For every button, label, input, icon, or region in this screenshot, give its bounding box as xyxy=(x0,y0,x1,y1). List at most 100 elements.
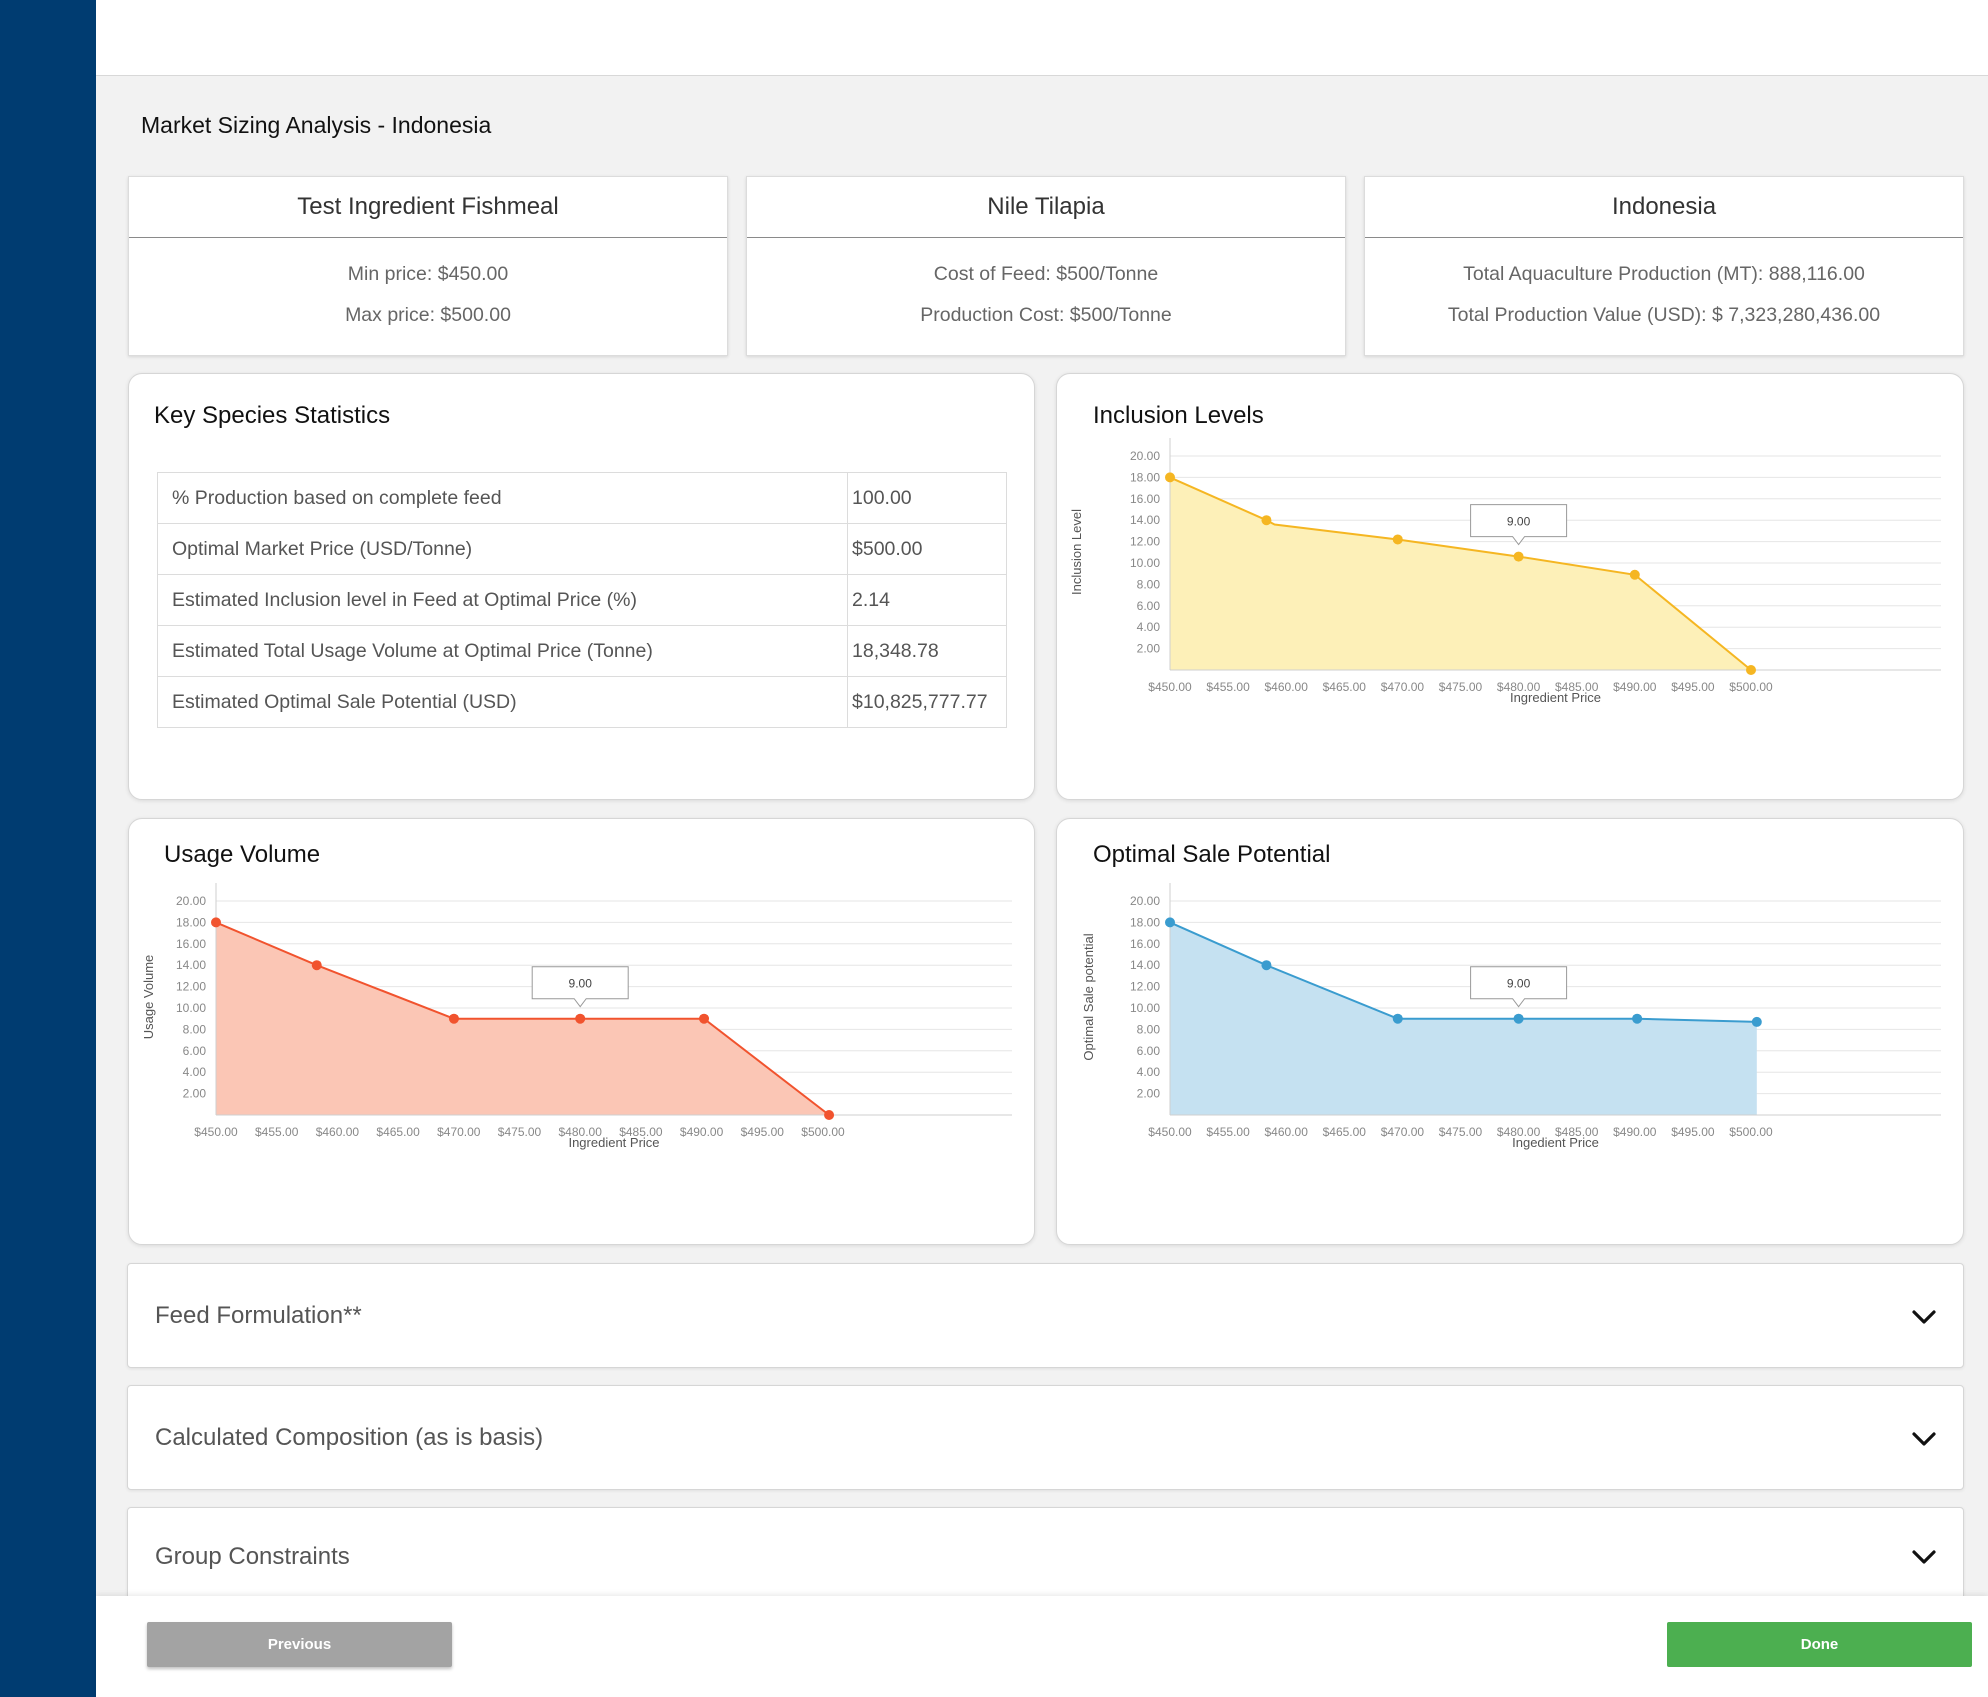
species-production-cost: Production Cost: $500/Tonne xyxy=(920,304,1172,326)
data-point[interactable] xyxy=(575,1013,586,1024)
x-tick-label: $490.00 xyxy=(1613,680,1657,694)
data-point[interactable] xyxy=(448,1013,459,1024)
x-tick-label: $485.00 xyxy=(1555,1125,1599,1139)
chevron-down-icon[interactable] xyxy=(1911,1548,1937,1566)
x-tick-label: $455.00 xyxy=(1206,680,1250,694)
x-tick-label: $490.00 xyxy=(680,1125,724,1139)
tooltip-box xyxy=(1470,966,1568,1008)
data-point[interactable] xyxy=(1392,534,1403,545)
chevron-down-icon[interactable] xyxy=(1911,1308,1937,1326)
x-tick-label: $455.00 xyxy=(1206,1125,1250,1139)
x-axis-title: Ingredient Price xyxy=(568,1135,659,1150)
ingredient-card: Test Ingredient Fishmeal Min price: $450… xyxy=(128,176,728,356)
y-tick-label: 16.00 xyxy=(1130,492,1160,506)
data-point[interactable] xyxy=(1261,515,1272,526)
x-tick-label: $485.00 xyxy=(1555,680,1599,694)
inclusion-levels-title: Inclusion Levels xyxy=(1093,402,1264,429)
data-point[interactable] xyxy=(1513,551,1524,562)
x-tick-label: $500.00 xyxy=(1729,1125,1773,1139)
y-tick-label: 18.00 xyxy=(1130,915,1160,929)
data-point[interactable] xyxy=(1751,1016,1762,1027)
ingredient-min-price: Min price: $450.00 xyxy=(347,263,509,285)
y-tick-label: 10.00 xyxy=(176,1001,206,1015)
y-tick-label: 14.00 xyxy=(1130,513,1160,527)
stat-value: 100.00 xyxy=(847,472,1007,524)
series-line xyxy=(215,921,830,1116)
stat-label: Estimated Total Usage Volume at Optimal … xyxy=(157,625,848,677)
data-point[interactable] xyxy=(824,1110,835,1120)
x-tick-label: $465.00 xyxy=(1323,1125,1367,1139)
calculated-composition-accordion[interactable]: Calculated Composition (as is basis) xyxy=(127,1385,1964,1490)
y-tick-label: 10.00 xyxy=(1130,1001,1160,1015)
x-tick-label: $460.00 xyxy=(1265,1125,1309,1139)
stat-value: 2.14 xyxy=(847,574,1007,626)
y-tick-label: 4.00 xyxy=(183,1065,207,1079)
x-tick-label: $480.00 xyxy=(1497,680,1541,694)
done-button[interactable]: Done xyxy=(1667,1622,1972,1667)
x-tick-label: $475.00 xyxy=(498,1125,542,1139)
tooltip-value: 9.00 xyxy=(1507,977,1531,991)
data-point[interactable] xyxy=(1632,1013,1643,1024)
species-card: Nile Tilapia Cost of Feed: $500/Tonne Pr… xyxy=(746,176,1346,356)
y-tick-label: 16.00 xyxy=(176,937,206,951)
x-tick-label: $450.00 xyxy=(1148,1125,1192,1139)
data-point[interactable] xyxy=(699,1013,710,1024)
ingredient-card-title: Test Ingredient Fishmeal xyxy=(129,177,727,238)
data-point[interactable] xyxy=(311,960,322,971)
x-tick-label: $465.00 xyxy=(376,1125,420,1139)
y-tick-label: 4.00 xyxy=(1137,620,1161,634)
stat-value: $10,825,777.77 xyxy=(847,676,1007,728)
x-tick-label: $455.00 xyxy=(255,1125,299,1139)
key-species-statistics-title: Key Species Statistics xyxy=(154,402,391,429)
y-tick-label: 20.00 xyxy=(1130,894,1160,908)
x-tick-label: $470.00 xyxy=(1381,680,1425,694)
species-cost-of-feed: Cost of Feed: $500/Tonne xyxy=(933,263,1159,285)
stat-label: % Production based on complete feed xyxy=(157,472,848,524)
x-tick-label: $495.00 xyxy=(741,1125,785,1139)
chevron-down-icon[interactable] xyxy=(1911,1430,1937,1448)
data-point[interactable] xyxy=(1513,1013,1524,1024)
x-tick-label: $465.00 xyxy=(1323,680,1367,694)
optimal-sale-potential-panel: Optimal Sale Potential 2.00 4.00 6.00 8.00 1… xyxy=(1056,818,1964,1245)
x-tick-label: $460.00 xyxy=(316,1125,360,1139)
stat-value: 18,348.78 xyxy=(847,625,1007,677)
y-axis-title: Optimal Sale potential xyxy=(1081,933,1096,1060)
y-tick-label: 10.00 xyxy=(1130,556,1160,570)
data-point[interactable] xyxy=(1392,1013,1403,1024)
country-card-title: Indonesia xyxy=(1365,177,1963,238)
stat-value: $500.00 xyxy=(847,523,1007,575)
x-axis-title: Ingredient Price xyxy=(1510,690,1601,705)
y-tick-label: 14.00 xyxy=(176,958,206,972)
x-tick-label: $480.00 xyxy=(1497,1125,1541,1139)
y-tick-label: 12.00 xyxy=(1130,535,1160,549)
y-axis-title: Usage Volume xyxy=(141,955,156,1040)
feed-formulation-accordion[interactable]: Feed Formulation** xyxy=(127,1263,1964,1368)
data-point[interactable] xyxy=(1165,917,1175,928)
footer-bar: Previous Done xyxy=(96,1596,1988,1697)
data-point[interactable] xyxy=(1261,960,1272,971)
previous-button[interactable]: Previous xyxy=(147,1622,452,1667)
y-tick-label: 6.00 xyxy=(1137,599,1161,613)
country-total-production: Total Aquaculture Production (MT): 888,1… xyxy=(1463,263,1865,285)
x-tick-label: $495.00 xyxy=(1671,1125,1715,1139)
tooltip-box xyxy=(1470,504,1568,546)
species-card-title: Nile Tilapia xyxy=(747,177,1345,238)
data-point[interactable] xyxy=(1165,472,1175,483)
usage-volume-panel: Usage Volume 2.00 4.00 6.00 8.00 10.00 12.00 1… xyxy=(128,818,1035,1245)
data-point[interactable] xyxy=(1746,665,1756,675)
feed-formulation-label: Feed Formulation** xyxy=(155,1302,362,1329)
x-tick-label: $470.00 xyxy=(437,1125,481,1139)
y-tick-label: 16.00 xyxy=(1130,937,1160,951)
y-tick-label: 12.00 xyxy=(176,980,206,994)
data-point[interactable] xyxy=(211,917,221,928)
y-tick-label: 6.00 xyxy=(1137,1044,1161,1058)
y-axis-title: Inclusion Level xyxy=(1069,509,1084,595)
group-constraints-accordion[interactable]: Group Constraints xyxy=(127,1507,1964,1607)
x-tick-label: $490.00 xyxy=(1613,1125,1657,1139)
tooltip-box xyxy=(531,966,629,1008)
data-point[interactable] xyxy=(1629,569,1640,580)
x-tick-label: $470.00 xyxy=(1381,1125,1425,1139)
x-tick-label: $460.00 xyxy=(1265,680,1309,694)
y-tick-label: 14.00 xyxy=(1130,958,1160,972)
group-constraints-label: Group Constraints xyxy=(155,1543,350,1570)
